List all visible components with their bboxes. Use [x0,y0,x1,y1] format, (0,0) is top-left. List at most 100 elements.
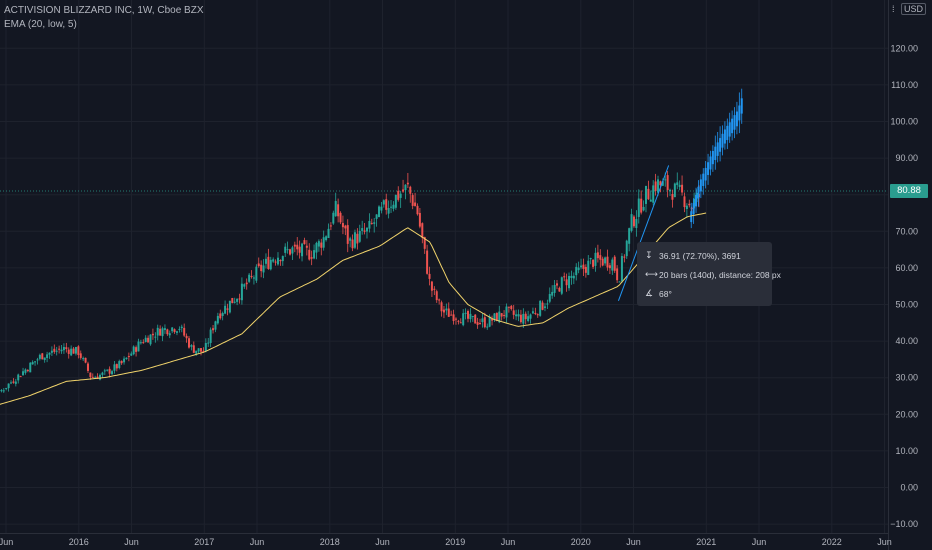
candle-body [423,236,426,249]
candle-body [555,283,558,286]
candle-body [320,242,323,248]
candle-body [517,314,520,317]
candle-body [368,220,371,229]
candle-body [228,300,231,313]
chart-legend: ACTIVISION BLIZZARD INC, 1W, Cboe BZX EM… [4,4,204,32]
candle-body [575,266,578,276]
candle-body [584,266,587,273]
projection-bar [695,194,698,207]
y-tick-label: 100.00 [890,117,918,127]
price-scale-header: ⁞ USD [892,3,926,15]
candle-body [272,259,275,262]
candle-body [267,256,270,269]
candle-body [72,348,75,354]
candle-body [67,349,70,354]
candle-body [373,222,376,224]
time-axis[interactable]: Jun 2016 Jun 2017 Jun 2018 Jun 2019 Jun 2020 Jun 20… [0,537,892,547]
candle-body [38,354,41,359]
x-tick-label: Jun [501,537,516,547]
candle-body [361,228,364,231]
x-tick-label: 2017 [194,537,214,547]
candle-body [630,214,633,231]
candle-body [688,203,691,206]
candle-body [647,188,650,200]
candle-body [60,349,63,352]
currency-label[interactable]: USD [900,3,926,15]
candle-body [568,276,571,289]
candle-body [404,184,407,191]
candle-body [103,370,106,372]
candle-body [127,356,130,358]
candle-body [313,250,316,259]
candle-body [632,216,635,227]
candle-body [19,376,22,378]
candle-body [106,369,109,371]
candle-body [539,300,542,316]
candle-body [512,310,515,315]
candle-body [274,261,277,263]
measure-tool-line[interactable] [617,165,670,302]
x-tick-label: Jun [250,537,265,547]
candle-body [197,348,200,352]
price-axis[interactable]: −10.00 0.00 10.00 20.00 30.00 40.00 50.00 60.00… [890,43,918,529]
y-tick-label: 30.00 [895,373,918,383]
candle-body [135,347,138,352]
candle-body [356,233,359,244]
candle-body [488,316,491,327]
candle-body [209,329,212,343]
candle-body [546,303,549,305]
candle-body [618,281,621,283]
candle-body [459,322,462,324]
candle-body [31,362,34,365]
bars-range-text: 20 bars (140d), distance: 208 px [659,269,781,280]
candle-body [175,331,178,333]
ema-indicator-label[interactable]: EMA (20, low, 5) [4,19,77,30]
settings-icon[interactable]: ⁞ [891,4,895,14]
projection-bar [723,129,726,144]
candle-body [671,194,674,200]
candle-body [231,298,234,304]
projection-bar [726,125,729,141]
candle-body [664,179,667,181]
candle-body [219,313,222,319]
candle-body [551,291,554,296]
candle-body [84,357,87,363]
candle-body [421,223,424,238]
candle-body [55,350,58,352]
candle-body [592,259,595,267]
candle-body [233,301,236,303]
symbol-title[interactable]: ACTIVISION BLIZZARD INC, 1W, Cboe BZX [4,5,204,16]
candle-body [582,264,585,269]
candle-body [192,345,195,353]
candle-body [613,256,616,271]
candle-body [139,342,142,344]
measure-tooltip: ↧ 36.91 (72.70%), 3691 ⟷ 20 bars (140d),… [637,242,781,306]
x-tick-label: 2022 [822,537,842,547]
candle-body [50,350,53,353]
candle-body [409,186,412,194]
candle-body [310,257,313,259]
candle-body [382,200,385,205]
candle-body [349,238,352,241]
angle-icon: ∡ [645,288,654,298]
candle-body [476,322,479,325]
candle-body [240,283,243,301]
price-change-text: 36.91 (72.70%), 3691 [659,250,741,261]
candle-body [495,312,498,321]
candle-body [156,327,159,336]
candle-body [543,306,546,308]
candle-body [464,312,467,314]
candle-body [558,287,561,292]
candle-body [676,182,679,186]
projection-bar [711,150,714,165]
candle-body [399,193,402,198]
candle-body [414,202,417,207]
candle-body [142,342,145,344]
candle-body [171,327,174,332]
projection-bar [699,179,702,192]
candle-body [113,364,116,371]
projection-bar [707,162,710,175]
candle-body [24,369,27,373]
projection-bar [728,122,731,137]
